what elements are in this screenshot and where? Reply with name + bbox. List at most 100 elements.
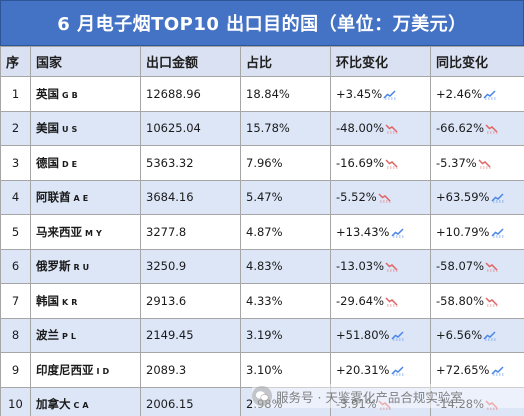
trend-down-icon: [385, 157, 399, 170]
header-yoy: 同比变化: [430, 46, 524, 77]
cell-amount: 10625.04: [140, 110, 241, 146]
header-amount: 出口金额: [140, 46, 241, 77]
mom-value: -48.00%: [336, 121, 384, 136]
trend-up-icon: [390, 226, 405, 239]
cell-amount: 2913.6: [140, 283, 241, 319]
watermark: 服务号 · 天鉴雾化产品合规实验室: [252, 384, 524, 408]
trend-down-icon: [485, 398, 499, 411]
country-code: MY: [85, 228, 105, 238]
country-name: 韩国: [36, 293, 59, 308]
trend-up-icon: [390, 329, 405, 342]
cell-country: 波兰 PL: [30, 317, 141, 353]
cell-share: 15.78%: [240, 110, 331, 146]
cell-country: 马来西亚 MY: [30, 214, 141, 250]
cell-share: 3.10%: [240, 352, 331, 388]
trend-down-icon: [385, 122, 399, 135]
cell-country: 印度尼西亚 ID: [30, 352, 141, 388]
cell-mom: -13.03%: [330, 248, 431, 284]
cell-amount: 2006.15: [140, 386, 241, 416]
trend-down-icon: [485, 260, 499, 273]
trend-down-icon: [485, 122, 499, 135]
trend-up-icon: [483, 329, 497, 342]
mom-value: -16.69%: [336, 155, 384, 170]
country-code: KR: [62, 297, 81, 307]
trend-down-icon: [478, 157, 492, 170]
trend-down-icon: [378, 398, 392, 411]
yoy-value: +6.56%: [436, 328, 483, 343]
country-name: 马来西亚: [36, 224, 82, 239]
cell-rank: 1: [0, 76, 31, 112]
country-code: CA: [73, 401, 92, 411]
cell-mom: -16.69%: [330, 145, 431, 181]
trend-up-icon: [483, 88, 497, 101]
cell-rank: 4: [0, 179, 31, 215]
yoy-value: +2.46%: [436, 86, 483, 101]
cell-country: 英国 GB: [30, 76, 141, 112]
trend-up-icon: [490, 191, 505, 204]
mom-value: +51.80%: [336, 328, 390, 343]
export-table: 序 国家 出口金额 占比 环比变化 同比变化 1 英国 GB 12688.96 1…: [0, 46, 524, 416]
table-row: 7 韩国 KR 2913.6 4.33% -29.64% -58.80%: [0, 283, 524, 319]
cell-mom: -5.52%: [330, 179, 431, 215]
cell-share: 7.96%: [240, 145, 331, 181]
mom-value: -5.52%: [336, 190, 377, 205]
cell-country: 俄罗斯 RU: [30, 248, 141, 284]
cell-mom: +3.45%: [330, 76, 431, 112]
trend-up-icon: [490, 226, 505, 239]
mom-value: +3.45%: [336, 86, 383, 101]
cell-share: 5.47%: [240, 179, 331, 215]
cell-amount: 3277.8: [140, 214, 241, 250]
wechat-logo-icon: [252, 386, 272, 406]
country-code: AE: [73, 194, 92, 204]
cell-rank: 7: [0, 283, 31, 319]
cell-mom: +20.31%: [330, 352, 431, 388]
country-name: 波兰: [36, 328, 59, 343]
trend-down-icon: [385, 295, 399, 308]
country-code: GB: [62, 90, 81, 100]
cell-share: 4.87%: [240, 214, 331, 250]
cell-yoy: -58.80%: [430, 283, 524, 319]
cell-amount: 3250.9: [140, 248, 241, 284]
cell-yoy: +72.65%: [430, 352, 524, 388]
country-name: 德国: [36, 155, 59, 170]
cell-rank: 9: [0, 352, 31, 388]
cell-mom: -3.91%: [330, 386, 431, 416]
cell-amount: 2149.45: [140, 317, 241, 353]
table-row: 1 英国 GB 12688.96 18.84% +3.45% +2.46%: [0, 76, 524, 112]
yoy-value: +63.59%: [436, 190, 490, 205]
trend-down-icon: [385, 260, 399, 273]
trend-down-icon: [485, 295, 499, 308]
cell-rank: 6: [0, 248, 31, 284]
country-name: 加拿大: [36, 397, 71, 412]
cell-rank: 5: [0, 214, 31, 250]
cell-yoy: -14.28%: [430, 386, 524, 416]
country-code: US: [62, 125, 81, 135]
cell-mom: +13.43%: [330, 214, 431, 250]
trend-up-icon: [383, 88, 397, 101]
table-row: 2 美国 US 10625.04 15.78% -48.00% -66.62%: [0, 110, 524, 146]
page-title: 6 月电子烟TOP10 出口目的国（单位：万美元）: [0, 0, 524, 46]
cell-share: 3.19%: [240, 317, 331, 353]
country-name: 英国: [36, 86, 59, 101]
cell-mom: -29.64%: [330, 283, 431, 319]
yoy-value: -58.07%: [436, 259, 484, 274]
watermark-text: 服务号 · 天鉴雾化产品合规实验室: [276, 389, 463, 405]
cell-amount: 5363.32: [140, 145, 241, 181]
table-row: 4 阿联酋 AE 3684.16 5.47% -5.52% +63.59%: [0, 179, 524, 215]
table-row: 5 马来西亚 MY 3277.8 4.87% +13.43% +10.79%: [0, 214, 524, 250]
cell-yoy: -58.07%: [430, 248, 524, 284]
yoy-value: -58.80%: [436, 293, 484, 308]
cell-mom: +51.80%: [330, 317, 431, 353]
cell-country: 加拿大 CA: [30, 386, 141, 416]
cell-country: 美国 US: [30, 110, 141, 146]
table-row: 8 波兰 PL 2149.45 3.19% +51.80% +6.56%: [0, 317, 524, 353]
mom-value: -13.03%: [336, 259, 384, 274]
header-mom: 环比变化: [330, 46, 431, 77]
header-rank: 序: [0, 46, 31, 77]
cell-amount: 2089.3: [140, 352, 241, 388]
cell-yoy: +63.59%: [430, 179, 524, 215]
yoy-value: +72.65%: [436, 362, 490, 377]
trend-down-icon: [378, 191, 392, 204]
country-code: ID: [96, 366, 113, 376]
cell-rank: 2: [0, 110, 31, 146]
